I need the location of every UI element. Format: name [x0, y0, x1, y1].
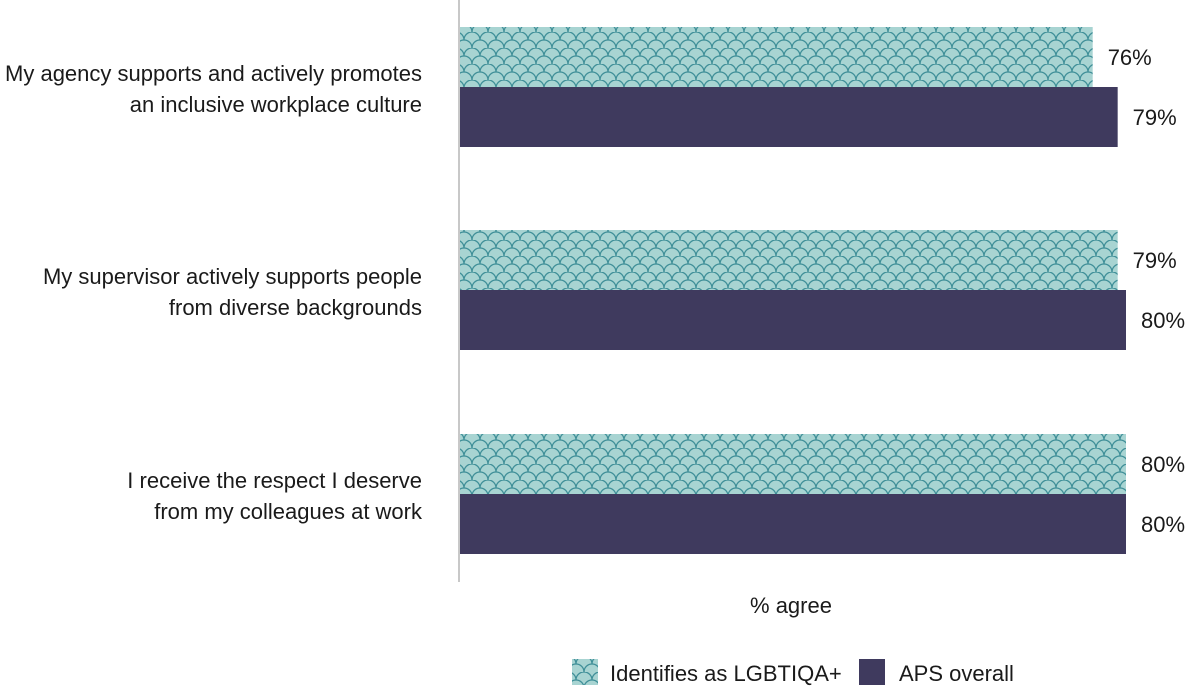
legend-label-lgbtiqa: Identifies as LGBTIQA+: [610, 661, 842, 686]
value-label: 79%: [1133, 248, 1177, 273]
category-label-line: from my colleagues at work: [154, 499, 423, 524]
value-label: 80%: [1141, 308, 1185, 333]
bar-aps-overall: [460, 87, 1118, 147]
bar-lgbtiqa: [460, 230, 1118, 290]
labels-layer: 76% 79% My agency supports and actively pr…: [5, 45, 1185, 537]
legend-swatch-lgbtiqa: [572, 659, 598, 685]
category-label: My supervisor actively supports people fr…: [43, 264, 422, 320]
bar-lgbtiqa: [460, 434, 1126, 494]
value-label: 80%: [1141, 452, 1185, 477]
category-label: My agency supports and actively promotes…: [5, 61, 422, 117]
bar-aps-overall: [460, 494, 1126, 554]
category-label-line: an inclusive workplace culture: [130, 92, 422, 117]
x-axis-title: % agree: [750, 593, 832, 618]
value-label: 80%: [1141, 512, 1185, 537]
legend-swatch-aps-overall: [859, 659, 885, 685]
value-label: 76%: [1108, 45, 1152, 70]
category-label: I receive the respect I deserve from my c…: [127, 468, 423, 524]
category-label-line: My supervisor actively supports people: [43, 264, 422, 289]
bar-lgbtiqa: [460, 27, 1093, 87]
legend: Identifies as LGBTIQA+ APS overall: [572, 659, 1014, 686]
legend-label-aps-overall: APS overall: [899, 661, 1014, 686]
bars-layer: [460, 27, 1126, 554]
category-label-line: My agency supports and actively promotes: [5, 61, 422, 86]
value-label: 79%: [1133, 105, 1177, 130]
bar-aps-overall: [460, 290, 1126, 350]
category-label-line: from diverse backgrounds: [169, 295, 422, 320]
category-label-line: I receive the respect I deserve: [127, 468, 422, 493]
